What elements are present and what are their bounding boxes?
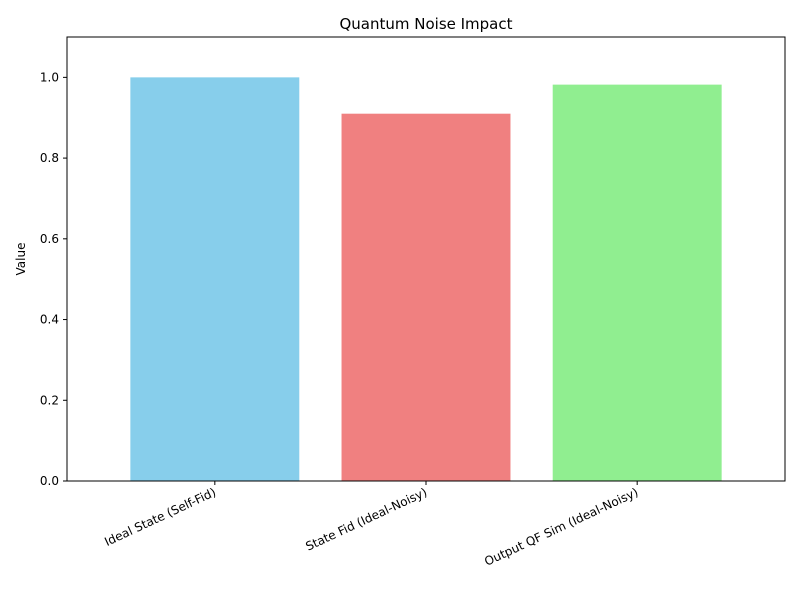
bars [130, 77, 722, 481]
y-tick-label: 0.0 [40, 474, 59, 488]
bar-1 [130, 77, 300, 481]
y-axis-ticks: 0.0 0.2 0.4 0.6 0.8 1.0 [40, 70, 67, 488]
bar-2 [341, 113, 511, 481]
chart-title: Quantum Noise Impact [339, 15, 512, 33]
plot-frame [66, 36, 786, 482]
y-tick-label: 1.0 [40, 70, 59, 84]
y-tick-label: 0.2 [40, 393, 59, 407]
y-tick-label: 0.6 [40, 232, 59, 246]
y-tick-label: 0.8 [40, 151, 59, 165]
y-tick-label: 0.4 [40, 313, 59, 327]
y-axis-label: Value [14, 243, 28, 276]
bar-3 [552, 84, 722, 481]
